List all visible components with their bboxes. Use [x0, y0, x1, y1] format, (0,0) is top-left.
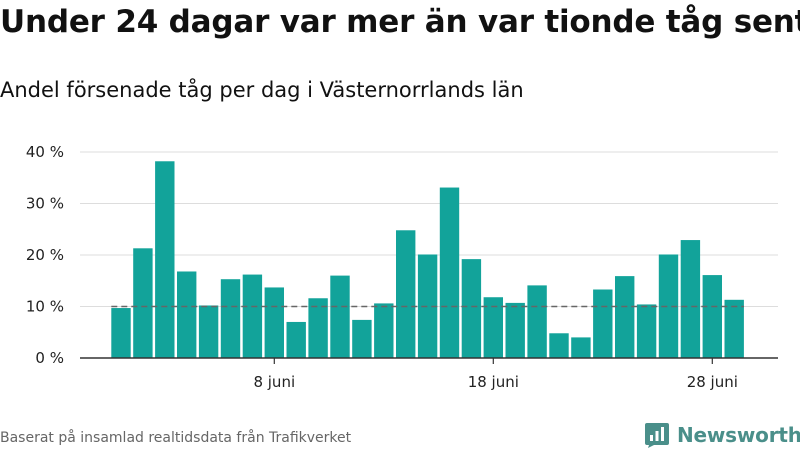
x-tick-label: 28 juni	[687, 373, 738, 391]
y-tick-label: 30 %	[26, 195, 64, 213]
y-tick-label: 40 %	[26, 143, 64, 161]
bar	[352, 319, 372, 358]
bar	[155, 161, 175, 358]
bar	[680, 240, 701, 358]
chart-subtitle: Andel försenade tåg per dag i Västernorr…	[0, 78, 524, 102]
bar	[702, 275, 722, 358]
y-tick-label: 10 %	[26, 298, 64, 316]
bar	[527, 285, 547, 358]
bar	[220, 279, 241, 358]
bar	[549, 333, 569, 358]
bar	[133, 248, 153, 358]
bar	[483, 297, 503, 358]
bar	[374, 303, 394, 358]
brand-name: Newsworthy	[677, 423, 800, 447]
source-note: Baserat på insamlad realtidsdata från Tr…	[0, 430, 352, 446]
y-tick-label: 20 %	[26, 246, 64, 264]
chart-title: Under 24 dagar var mer än var tionde tåg…	[0, 4, 800, 40]
bar	[242, 274, 263, 358]
bar	[593, 289, 613, 358]
bar	[177, 271, 197, 358]
bar	[396, 230, 416, 358]
bar	[571, 337, 591, 358]
bar	[264, 287, 284, 358]
x-axis-ticks: 8 juni 18 juni 28 juni	[253, 358, 738, 391]
bar	[308, 298, 328, 358]
bar	[111, 308, 131, 358]
bar	[286, 321, 306, 358]
newsworthy-icon	[645, 423, 669, 448]
bar	[636, 304, 657, 358]
bar	[505, 302, 525, 358]
bar	[439, 187, 460, 358]
bar	[461, 259, 482, 358]
bar	[198, 305, 219, 358]
y-axis-ticks: 0 % 10 % 20 % 30 % 40 %	[26, 143, 64, 367]
bar	[417, 254, 438, 358]
bar	[330, 275, 350, 358]
bar	[724, 299, 744, 358]
y-tick-label: 0 %	[35, 349, 64, 367]
bar	[658, 254, 679, 358]
x-tick-label: 8 juni	[253, 373, 295, 391]
bar	[615, 276, 635, 358]
bars	[111, 161, 744, 358]
newsworthy-logo: Newsworthy	[644, 421, 800, 449]
x-tick-label: 18 juni	[468, 373, 519, 391]
bar-chart: 0 % 10 % 20 % 30 % 40 % 8 juni 18 juni 28 juni	[26, 143, 778, 391]
